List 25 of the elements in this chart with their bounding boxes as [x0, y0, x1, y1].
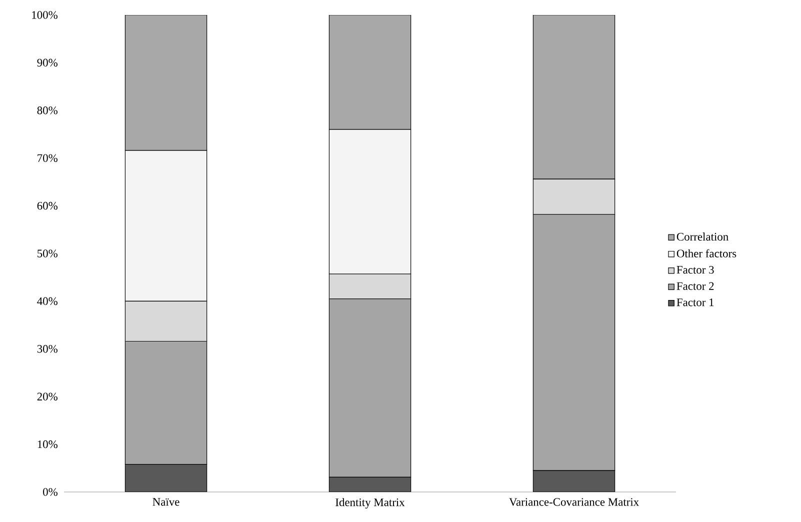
legend-label: Factor 2	[676, 282, 714, 290]
y-tick-label: 60%	[37, 202, 58, 210]
bar	[532, 14, 616, 180]
x-tick-label: Variance-Covariance Matrix	[509, 498, 639, 506]
y-tick-label: 10%	[38, 440, 58, 448]
x-tick-label: Naïve	[152, 498, 180, 506]
legend-label: Other factors	[676, 249, 736, 258]
legend-label: Correlation	[676, 232, 728, 241]
legend-label: Factor 1	[676, 298, 714, 306]
bar	[328, 476, 412, 492]
legend-label: Factor 3	[676, 266, 714, 274]
y-tick-label: 50%	[38, 250, 58, 258]
x-tick-label: Identity Matrix	[336, 498, 405, 509]
y-tick-label: 90%	[37, 58, 58, 67]
y-tick-label: 20%	[37, 392, 58, 400]
bar	[124, 14, 208, 151]
y-tick-label: 0%	[43, 488, 58, 496]
y-tick-label: 80%	[37, 106, 58, 114]
y-tick-label: 30%	[37, 345, 58, 353]
bar	[328, 14, 412, 130]
y-tick-label: 70%	[38, 154, 58, 162]
y-tick-label: 40%	[37, 297, 58, 306]
y-tick-label: 100%	[32, 11, 58, 19]
bar	[124, 464, 208, 492]
bar	[532, 470, 616, 492]
